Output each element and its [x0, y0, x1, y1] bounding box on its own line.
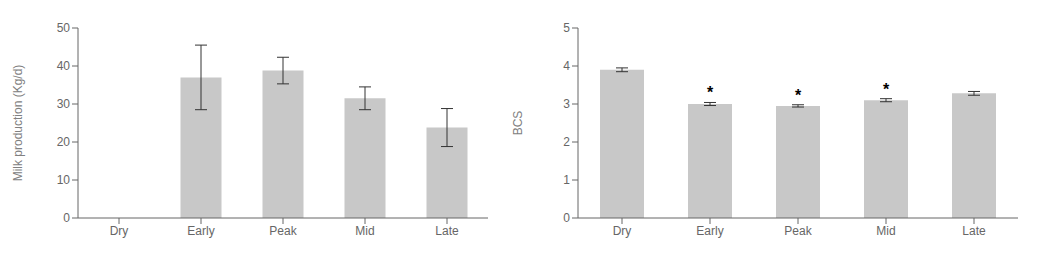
svg-text:50: 50	[57, 21, 71, 35]
svg-text:10: 10	[57, 173, 71, 187]
svg-text:*: *	[707, 84, 714, 101]
svg-text:Dry: Dry	[613, 224, 632, 238]
svg-text:Mid: Mid	[876, 224, 895, 238]
svg-text:Early: Early	[187, 224, 214, 238]
svg-text:Peak: Peak	[784, 224, 812, 238]
svg-text:BCS: BCS	[511, 111, 525, 136]
svg-text:*: *	[883, 81, 890, 98]
svg-text:30: 30	[57, 97, 71, 111]
svg-text:1: 1	[563, 173, 570, 187]
svg-text:Mid: Mid	[355, 224, 374, 238]
svg-text:Early: Early	[696, 224, 723, 238]
svg-text:2: 2	[563, 135, 570, 149]
svg-text:40: 40	[57, 59, 71, 73]
svg-text:20: 20	[57, 135, 71, 149]
svg-text:Late: Late	[962, 224, 986, 238]
svg-text:Milk production (Kg/d): Milk production (Kg/d)	[11, 65, 25, 182]
svg-text:Late: Late	[435, 224, 459, 238]
svg-text:Peak: Peak	[269, 224, 297, 238]
svg-text:0: 0	[63, 211, 70, 225]
svg-text:4: 4	[563, 59, 570, 73]
svg-text:3: 3	[563, 97, 570, 111]
svg-text:*: *	[795, 87, 802, 104]
svg-text:0: 0	[563, 211, 570, 225]
svg-text:Dry: Dry	[110, 224, 129, 238]
svg-text:5: 5	[563, 21, 570, 35]
